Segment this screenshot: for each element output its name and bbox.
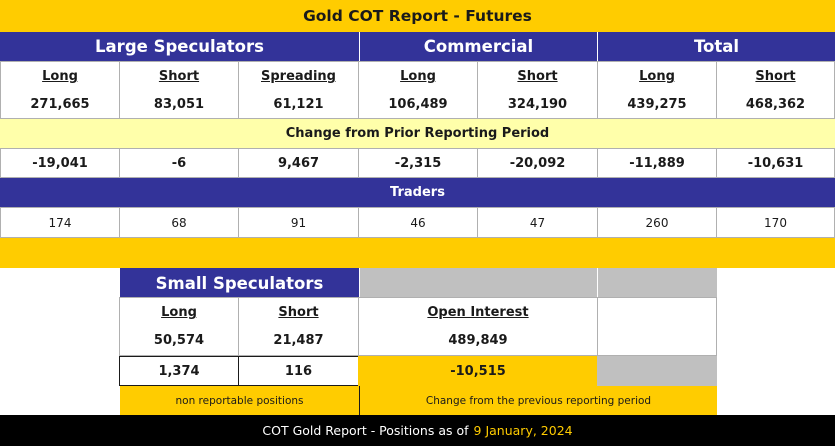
column-header-large-long: Long xyxy=(0,61,120,91)
traders-large-long: 174 xyxy=(0,207,120,238)
position-commercial-long: 106,489 xyxy=(358,90,478,119)
column-header-commercial-long: Long xyxy=(358,61,478,91)
position-large-spreading: 61,121 xyxy=(238,90,359,119)
position-large-long: 271,665 xyxy=(0,90,120,119)
small-long-change: 1,374 xyxy=(119,356,239,386)
group-header-large-speculators: Large Speculators xyxy=(0,32,359,61)
column-header-large-short: Short xyxy=(119,61,239,91)
position-commercial-short: 324,190 xyxy=(477,90,598,119)
footer-text: COT Gold Report - Positions as of xyxy=(262,423,469,438)
change-commercial-long: -2,315 xyxy=(358,148,478,178)
column-header-total-short: Short xyxy=(716,61,835,91)
position-total-long: 439,275 xyxy=(597,90,717,119)
footer-date: 9 January, 2024 xyxy=(473,423,573,438)
empty-right-cell xyxy=(597,297,717,356)
position-total-short: 468,362 xyxy=(716,90,835,119)
change-large-short: -6 xyxy=(119,148,239,178)
separator-band xyxy=(0,238,835,268)
change-large-spreading: 9,467 xyxy=(238,148,359,178)
change-commercial-short: -20,092 xyxy=(477,148,598,178)
change-label: Change from Prior Reporting Period xyxy=(0,119,835,148)
group-header-commercial: Commercial xyxy=(359,32,597,61)
small-speculators-header: Small Speculators xyxy=(120,268,359,298)
position-large-short: 83,051 xyxy=(119,90,239,119)
small-short-value: 21,487 xyxy=(238,325,359,356)
change-total-short: -10,631 xyxy=(716,148,835,178)
column-header-total-long: Long xyxy=(597,61,717,91)
open-interest-label: Open Interest xyxy=(358,297,598,326)
column-header-large-spreading: Spreading xyxy=(238,61,359,91)
traders-label: Traders xyxy=(0,178,835,207)
open-interest-change: -10,515 xyxy=(358,356,598,386)
report-title: Gold COT Report - Futures xyxy=(0,0,835,32)
traders-large-spreading: 91 xyxy=(238,207,359,238)
grey-filler-open-interest-header xyxy=(359,268,597,298)
grey-filler-right-header xyxy=(597,268,717,298)
column-header-commercial-short: Short xyxy=(477,61,598,91)
traders-large-short: 68 xyxy=(119,207,239,238)
small-short-label: Short xyxy=(238,297,359,326)
small-long-label: Long xyxy=(119,297,239,326)
traders-commercial-short: 47 xyxy=(477,207,598,238)
traders-total-long: 260 xyxy=(597,207,717,238)
change-large-long: -19,041 xyxy=(0,148,120,178)
small-speculators-note: non reportable positions xyxy=(120,386,359,415)
open-interest-note: Change from the previous reporting perio… xyxy=(359,386,717,415)
traders-total-short: 170 xyxy=(716,207,835,238)
small-long-value: 50,574 xyxy=(119,325,239,356)
small-short-change: 116 xyxy=(238,356,359,386)
change-total-long: -11,889 xyxy=(597,148,717,178)
report-footer: COT Gold Report - Positions as of 9 Janua… xyxy=(0,415,835,446)
open-interest-value: 489,849 xyxy=(358,325,598,356)
grey-filler-right-change xyxy=(597,356,717,386)
group-header-total: Total xyxy=(597,32,835,61)
traders-commercial-long: 46 xyxy=(358,207,478,238)
